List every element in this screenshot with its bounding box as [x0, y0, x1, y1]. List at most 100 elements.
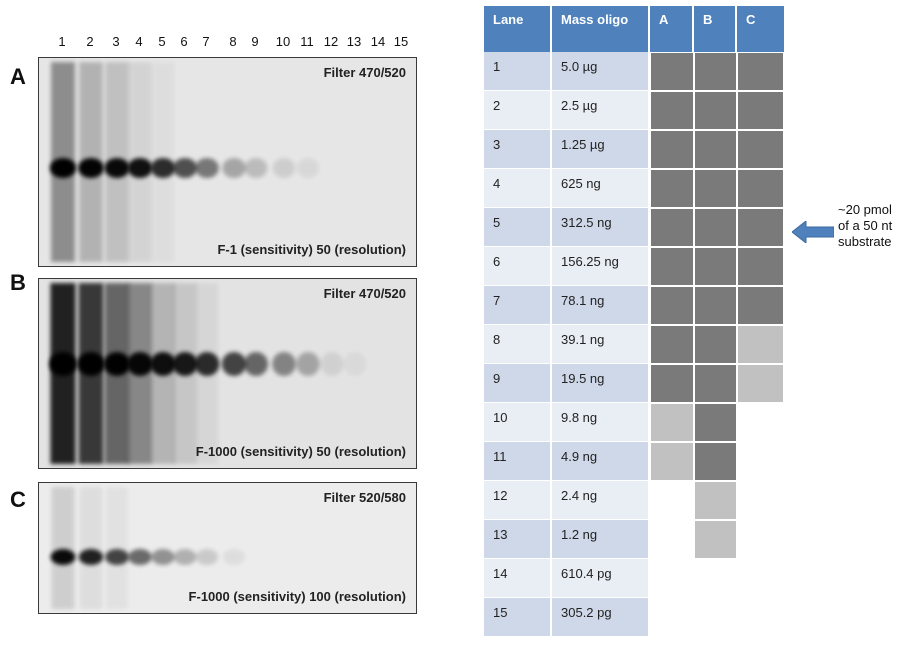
- gel-band: [272, 352, 296, 376]
- filter-label-a: Filter 470/520: [323, 65, 406, 80]
- gel-band: [151, 549, 175, 565]
- gel-band: [77, 352, 105, 376]
- detection-cell-c: [737, 325, 784, 364]
- detection-cell-b: [694, 403, 737, 442]
- gel-band: [194, 352, 220, 376]
- table-cell-lane: 12: [484, 481, 550, 519]
- header-c: C: [737, 6, 784, 52]
- setting-label-b: F-1000 (sensitivity) 50 (resolution): [195, 444, 406, 459]
- gel-band: [128, 549, 152, 565]
- table-cell-lane: 9: [484, 364, 550, 402]
- detection-cell-b: [694, 286, 737, 325]
- detection-cell-a: [650, 403, 694, 442]
- lane-number: 15: [393, 34, 409, 49]
- table-cell-lane: 11: [484, 442, 550, 480]
- gel-smear: [106, 487, 128, 609]
- table-cell-mass: 5.0 µg: [552, 52, 648, 90]
- table-cell-mass: 1.25 µg: [552, 130, 648, 168]
- annotation-text: ~20 pmol of a 50 nt substrate: [838, 202, 892, 250]
- header-lane: Lane: [484, 6, 552, 52]
- gel-band: [173, 549, 197, 565]
- detection-cell-b: [694, 208, 737, 247]
- gel-band: [150, 352, 176, 376]
- table-cell-mass: 9.8 ng: [552, 403, 648, 441]
- lane-number: 4: [135, 34, 143, 49]
- table-cell-lane: 8: [484, 325, 550, 363]
- table-cell-mass: 19.5 ng: [552, 364, 648, 402]
- gel-band: [222, 158, 246, 178]
- lane-number: 9: [251, 34, 259, 49]
- table-cell-lane: 4: [484, 169, 550, 207]
- header-mass-oligo: Mass oligo: [552, 6, 650, 52]
- detection-cell-c: [737, 364, 784, 403]
- gel-band: [172, 352, 198, 376]
- table-cell-mass: 2.4 ng: [552, 481, 648, 519]
- lane-number: 10: [275, 34, 291, 49]
- gel-smear: [51, 487, 75, 609]
- gel-band: [343, 352, 367, 376]
- detection-cell-c: [737, 130, 784, 169]
- arrow-left-icon: [792, 221, 834, 243]
- table-cell-mass: 2.5 µg: [552, 91, 648, 129]
- gel-band: [127, 158, 153, 178]
- setting-label-a: F-1 (sensitivity) 50 (resolution): [217, 242, 406, 257]
- header-b: B: [694, 6, 737, 52]
- lane-number: 14: [370, 34, 386, 49]
- table-cell-lane: 3: [484, 130, 550, 168]
- gel-band: [78, 549, 104, 565]
- table-cell-lane: 7: [484, 286, 550, 324]
- lane-number: 6: [180, 34, 188, 49]
- gel-band: [49, 352, 77, 376]
- gel-band: [195, 158, 219, 178]
- annotation-line: ~20 pmol: [838, 202, 892, 217]
- gel-band: [103, 352, 131, 376]
- gel-band: [127, 352, 153, 376]
- lane-number: 2: [86, 34, 94, 49]
- detection-cell-b: [694, 91, 737, 130]
- table-cell-mass: 78.1 ng: [552, 286, 648, 324]
- gel-panel-c: Filter 520/580 F-1000 (sensitivity) 100 …: [38, 482, 417, 614]
- detection-cell-b: [694, 52, 737, 91]
- detection-cell-c: [737, 208, 784, 247]
- gel-band: [223, 549, 245, 565]
- gel-band: [272, 158, 296, 178]
- detection-cell-b: [694, 442, 737, 481]
- lane-number: 5: [158, 34, 166, 49]
- table-cell-lane: 10: [484, 403, 550, 441]
- table-cell-mass: 4.9 ng: [552, 442, 648, 480]
- header-a: A: [650, 6, 694, 52]
- setting-label-c: F-1000 (sensitivity) 100 (resolution): [188, 589, 406, 604]
- detection-cell-a: [650, 169, 694, 208]
- detection-cell-b: [694, 325, 737, 364]
- table-cell-lane: 5: [484, 208, 550, 246]
- table-cell-mass: 312.5 ng: [552, 208, 648, 246]
- table-cell-lane: 15: [484, 598, 550, 636]
- detection-cell-b: [694, 169, 737, 208]
- detection-cell-a: [650, 325, 694, 364]
- panel-letter-a: A: [10, 64, 26, 89]
- detection-cell-a: [650, 442, 694, 481]
- detection-cell-c: [737, 52, 784, 91]
- detection-cell-c: [737, 91, 784, 130]
- annotation-line: substrate: [838, 234, 892, 249]
- lane-number: 7: [202, 34, 210, 49]
- gel-band: [173, 158, 197, 178]
- table-cell-lane: 13: [484, 520, 550, 558]
- gel-smear: [79, 487, 103, 609]
- filter-label-b: Filter 470/520: [323, 286, 406, 301]
- gel-image-b: [49, 283, 367, 464]
- detection-cell-a: [650, 52, 694, 91]
- annotation-line: of a 50 nt: [838, 218, 893, 233]
- table-cell-lane: 1: [484, 52, 550, 90]
- detection-cell-a: [650, 130, 694, 169]
- lane-number: 8: [229, 34, 237, 49]
- table-cell-mass: 1.2 ng: [552, 520, 648, 558]
- panel-letter-b: B: [10, 270, 26, 295]
- lane-number: 11: [300, 34, 314, 49]
- detection-cell-b: [694, 364, 737, 403]
- detection-cell-a: [650, 208, 694, 247]
- gel-band: [105, 549, 129, 565]
- gel-band: [104, 158, 130, 178]
- detection-cell-b: [694, 247, 737, 286]
- gel-band: [296, 352, 320, 376]
